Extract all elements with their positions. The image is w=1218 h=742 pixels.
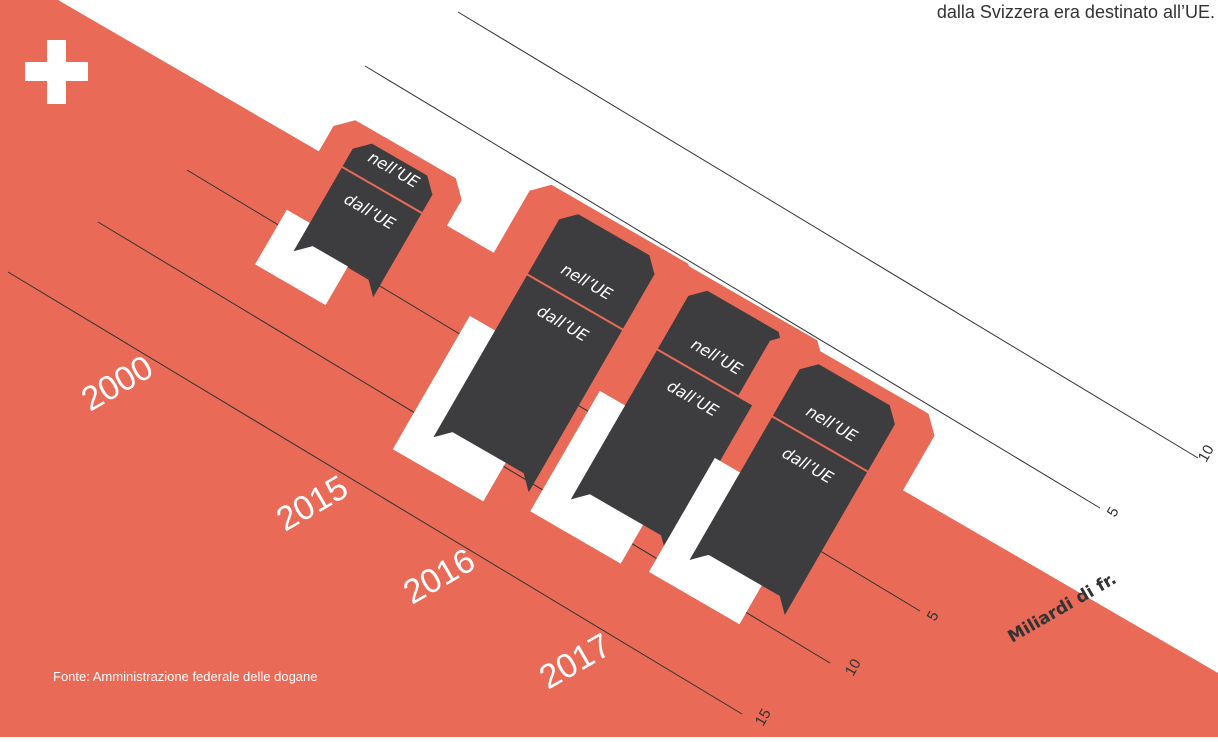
bar-export-2000 xyxy=(342,143,433,213)
gridline-export-5 xyxy=(364,65,1101,509)
bar-import-2000 xyxy=(293,167,422,298)
bar-import-2016 xyxy=(570,349,753,555)
bars xyxy=(255,120,935,625)
gridline-export-10 xyxy=(457,11,1199,459)
tick-import-10: 10 xyxy=(842,656,865,679)
bar-baseline-2015 xyxy=(519,269,631,335)
source-note: Fonte: Amministrazione federale delle do… xyxy=(53,669,318,684)
bar-baseline-2017 xyxy=(764,411,876,477)
bar-shadow-2000 xyxy=(255,209,358,306)
bar-export-2015 xyxy=(527,214,655,330)
gridline-import-15 xyxy=(7,271,743,715)
bar-baseline-2000 xyxy=(334,162,430,218)
bar-export-2017 xyxy=(772,364,895,472)
tick-export-5: 5 xyxy=(1104,504,1123,520)
headline-fragment: dalla Svizzera era destinato all’UE. xyxy=(937,2,1215,22)
bar-import-2015 xyxy=(433,274,623,493)
swiss-cross-icon xyxy=(25,40,88,104)
bar-import-2017 xyxy=(689,416,868,615)
tick-import-15: 15 xyxy=(752,706,775,729)
tick-export-10: 10 xyxy=(1195,442,1218,465)
